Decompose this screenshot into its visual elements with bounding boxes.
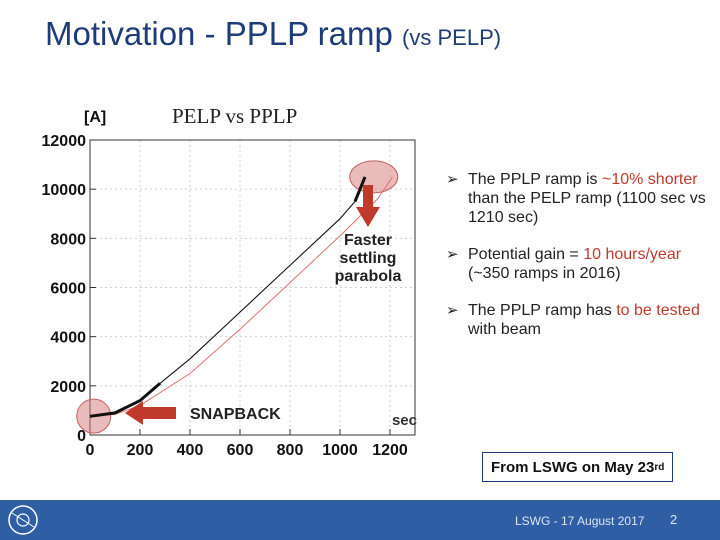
x-tick-label: 200	[127, 442, 154, 459]
y-tick-label: 4000	[50, 330, 86, 347]
y-tick-label: 8000	[50, 231, 86, 248]
footer-bar: LSWG - 17 August 2017 2	[0, 500, 720, 540]
y-tick-label: 6000	[50, 281, 86, 298]
x-tick-label: 800	[277, 442, 304, 459]
x-tick-label: 1000	[322, 442, 358, 459]
y-axis-label: [A]	[84, 109, 106, 126]
series-pelp-line	[89, 176, 393, 417]
bullet-text: Potential gain = 10 hours/year (~350 ram…	[468, 246, 682, 282]
slide-title: Motivation - PPLP ramp (vs PELP)	[45, 15, 501, 53]
x-axis-label: sec	[392, 412, 417, 429]
pplp-snapback-segment	[89, 382, 161, 418]
y-tick-label: 12000	[42, 133, 87, 150]
series-pplp-line	[89, 176, 366, 417]
y-tick-label: 10000	[42, 182, 87, 199]
x-tick-label: 400	[177, 442, 204, 459]
highlight-end-ellipse	[349, 160, 399, 194]
x-tick-label: 600	[227, 442, 254, 459]
slide-title-main: Motivation - PPLP ramp	[45, 15, 393, 52]
arrow-bullet-icon: ➢	[446, 171, 459, 188]
y-tick-label: 0	[77, 428, 86, 445]
down-arrow-icon	[356, 207, 380, 227]
arrow-bullet-icon: ➢	[446, 302, 459, 319]
chart-title: PELP vs PPLP	[172, 104, 297, 128]
bullet-item: ➢ Potential gain = 10 hours/year (~350 r…	[446, 245, 716, 283]
page-number: 2	[670, 512, 678, 527]
annotation-faster-line2: settling	[340, 250, 397, 267]
bullet-list: ➢ The PPLP ramp is ~10% shorter than the…	[446, 170, 716, 357]
arrow-bullet-icon: ➢	[446, 246, 459, 263]
slide-title-sub: (vs PELP)	[402, 25, 502, 50]
cern-logo-icon	[8, 505, 38, 535]
x-tick-label: 1200	[372, 442, 408, 459]
bullet-text: The PPLP ramp has to be tested with beam	[468, 302, 700, 338]
annotation-faster-line3: parabola	[335, 268, 402, 285]
y-tick-label: 2000	[50, 379, 86, 396]
annotation-snapback: SNAPBACK	[190, 406, 281, 423]
footer-text: LSWG - 17 August 2017	[515, 514, 645, 528]
down-arrow-shaft	[363, 185, 373, 207]
bullet-item: ➢ The PPLP ramp has to be tested with be…	[446, 301, 716, 339]
bullet-text: The PPLP ramp is ~10% shorter than the P…	[468, 171, 706, 226]
pplp-parabola-segment	[353, 176, 367, 203]
bullet-item: ➢ The PPLP ramp is ~10% shorter than the…	[446, 170, 716, 227]
annotation-faster-line1: Faster	[344, 232, 392, 249]
left-arrow-icon	[125, 401, 176, 425]
ramp-chart: 0 2000 4000 6000 8000 10000 12000 0 200 400 600 800…	[42, 104, 418, 459]
x-tick-label: 0	[86, 442, 95, 459]
